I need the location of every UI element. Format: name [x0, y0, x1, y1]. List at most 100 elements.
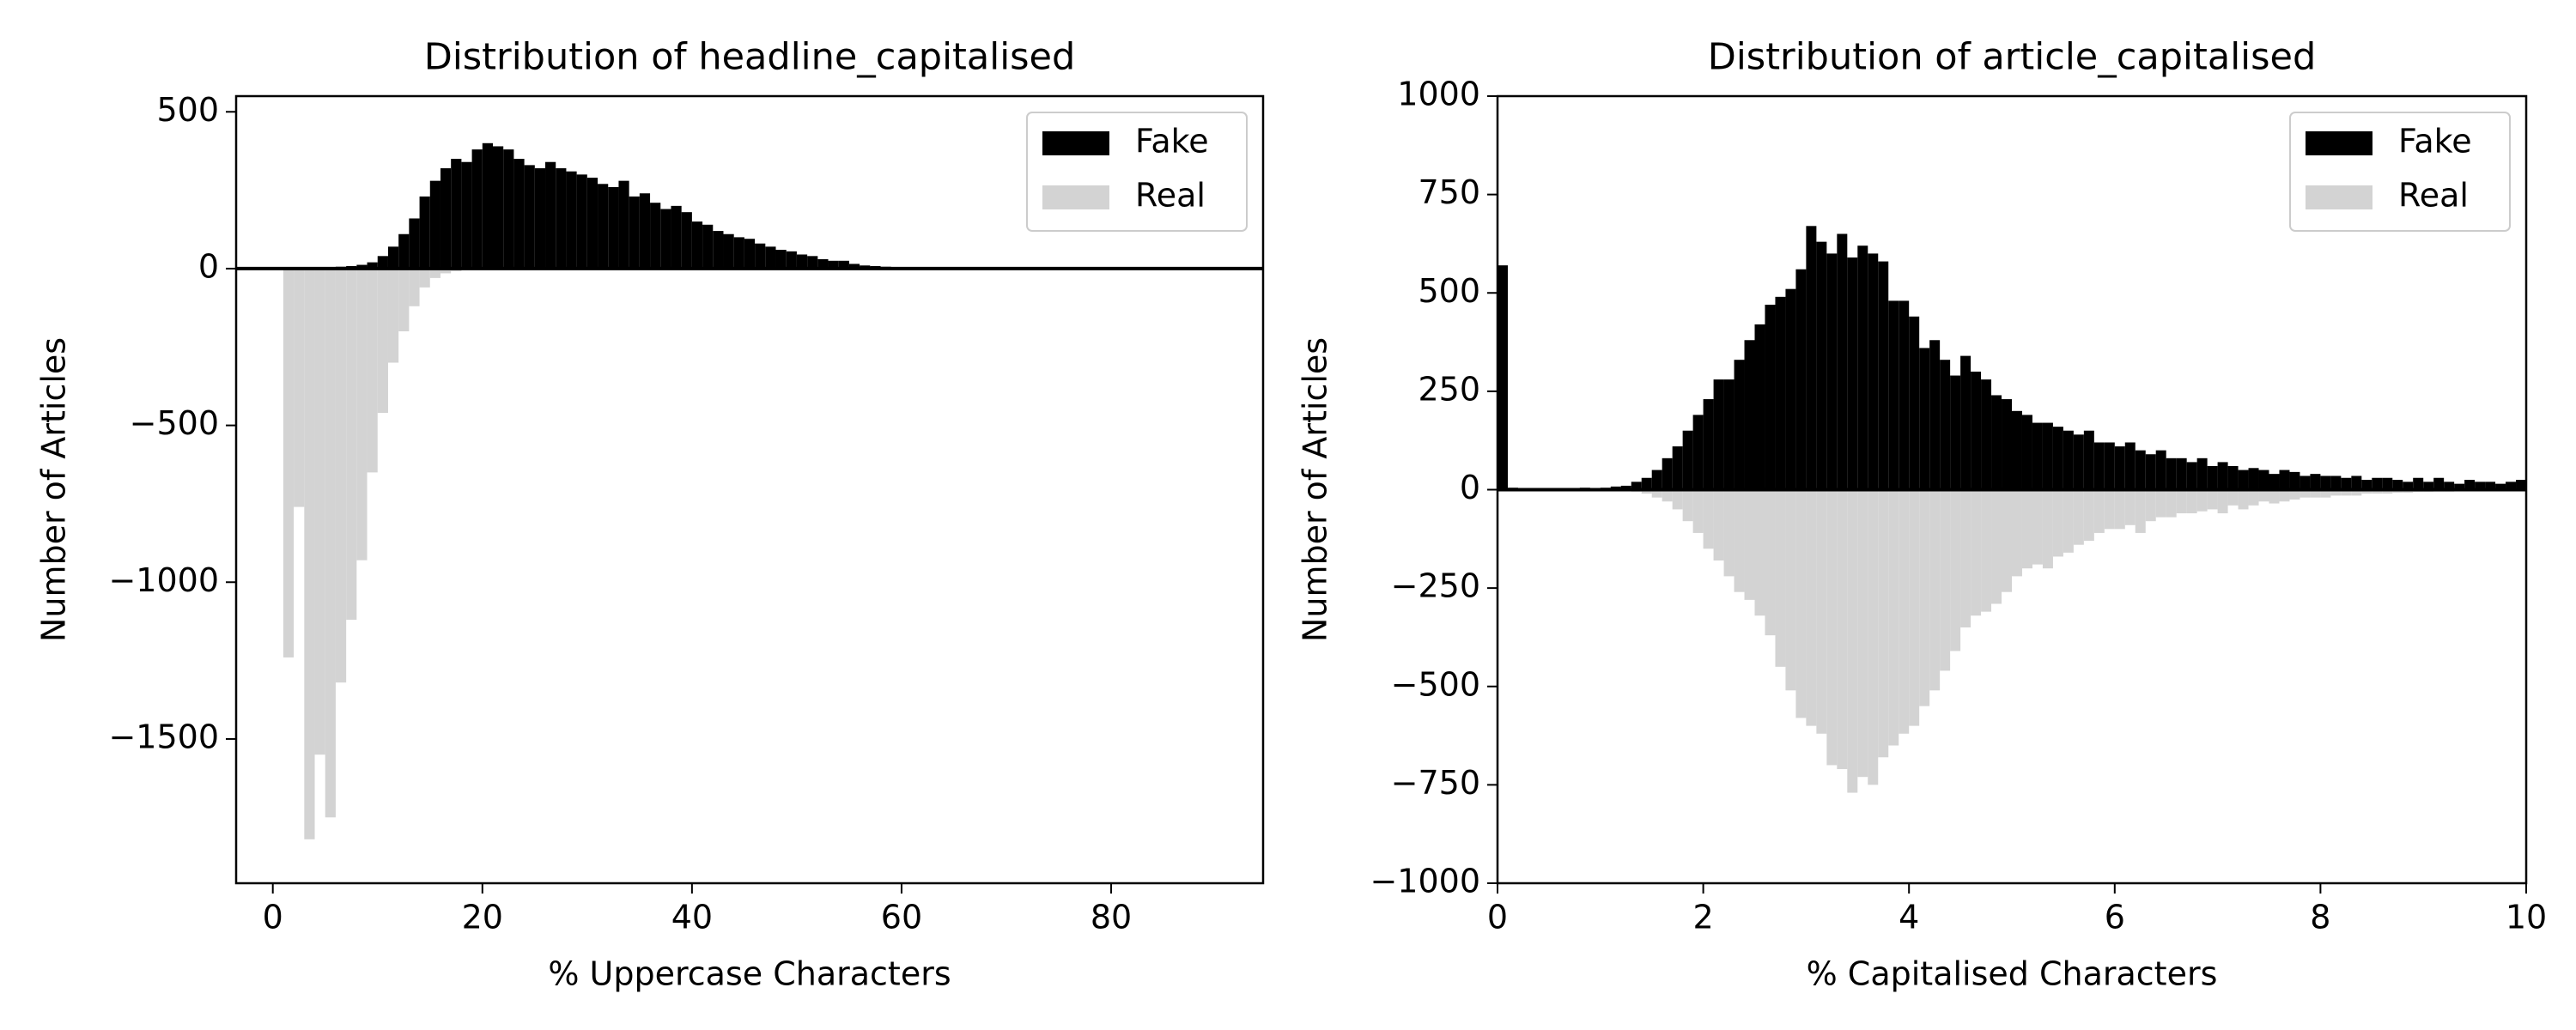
bar — [503, 149, 514, 269]
axes-frame — [234, 94, 1265, 885]
bar — [2269, 489, 2280, 504]
bar — [691, 221, 703, 269]
bar — [2423, 482, 2434, 490]
bar — [2124, 489, 2136, 525]
bar — [2413, 477, 2424, 490]
bar — [346, 268, 357, 621]
bar — [650, 203, 661, 269]
bar — [755, 243, 766, 269]
bar — [2002, 489, 2012, 592]
bar — [461, 161, 472, 269]
bar — [2330, 489, 2342, 496]
bar — [1672, 489, 1683, 510]
bar — [1971, 371, 1982, 490]
bar — [639, 193, 651, 269]
bar — [1631, 482, 1642, 490]
bar — [2135, 489, 2146, 533]
bar — [524, 165, 535, 269]
bar — [545, 161, 556, 269]
bar — [387, 268, 399, 363]
bar — [2032, 422, 2043, 490]
bar — [2382, 489, 2393, 494]
bar — [2433, 477, 2445, 490]
bar — [2124, 442, 2136, 490]
legend-label: Real — [1135, 177, 1206, 215]
bar — [377, 268, 388, 413]
bar — [1785, 288, 1796, 490]
bar — [1662, 489, 1673, 502]
y-tick-label: −500 — [130, 404, 219, 442]
bar — [2042, 422, 2053, 490]
bar — [2320, 476, 2331, 490]
bar — [775, 250, 787, 269]
bar — [2361, 480, 2372, 490]
chart-title: Distribution of article_capitalised — [1708, 36, 2317, 79]
bar — [1878, 489, 1889, 758]
bar — [2145, 489, 2156, 522]
y-tick-label: 0 — [198, 247, 219, 285]
bar — [1734, 489, 1745, 592]
bar — [2454, 483, 2465, 490]
bar — [1713, 489, 1724, 561]
bar — [1919, 489, 1930, 706]
bar — [1682, 430, 1693, 490]
bar — [566, 171, 577, 269]
bar — [702, 224, 714, 269]
bar — [2310, 489, 2321, 498]
legend: Fake Real — [1026, 112, 1248, 232]
bar — [2464, 480, 2476, 490]
y-axis-label: Number of Articles — [35, 337, 73, 642]
bar — [1785, 489, 1796, 691]
bar — [1899, 489, 1910, 734]
bar — [671, 205, 682, 269]
bar — [1950, 375, 1961, 490]
bar — [660, 209, 671, 269]
bar — [398, 233, 410, 269]
bar — [2135, 450, 2146, 490]
bar — [1816, 489, 1827, 734]
bar — [1888, 489, 1899, 746]
bar — [2093, 442, 2105, 490]
bar — [1703, 489, 1714, 549]
bar — [2361, 489, 2372, 494]
bar — [1837, 489, 1848, 770]
bar — [1960, 355, 1971, 490]
bar — [1703, 399, 1714, 490]
bar — [2217, 489, 2228, 514]
x-tick-label: 6 — [2105, 899, 2125, 936]
x-tick-label: 20 — [462, 899, 503, 936]
bar — [1971, 489, 1982, 616]
bar — [2372, 489, 2383, 494]
bar — [2207, 465, 2218, 490]
bar — [2114, 446, 2125, 490]
bar — [2279, 489, 2290, 502]
bar — [513, 159, 525, 269]
bar — [304, 268, 315, 839]
bar — [1795, 489, 1807, 718]
bar — [471, 149, 483, 269]
bar — [2238, 489, 2249, 510]
bar — [1868, 489, 1879, 785]
bar — [2155, 489, 2166, 518]
bar — [2217, 462, 2228, 490]
bar — [1878, 261, 1889, 490]
bar — [419, 196, 430, 269]
bar — [1981, 489, 1992, 612]
bar — [2506, 482, 2517, 490]
x-tick-label: 8 — [2310, 899, 2330, 936]
legend-label: Real — [2398, 177, 2469, 215]
bar — [429, 268, 440, 278]
bar — [608, 186, 619, 269]
bar — [723, 233, 734, 269]
x-axis-label: % Capitalised Characters — [1807, 955, 2218, 993]
y-tick-label: 500 — [156, 91, 219, 129]
bar — [1806, 489, 1817, 726]
bar — [440, 168, 452, 269]
bar — [429, 180, 440, 269]
y-tick-label: 1000 — [1397, 76, 1480, 113]
bar — [1651, 470, 1662, 490]
bar — [2392, 480, 2403, 490]
bar — [1754, 489, 1765, 616]
